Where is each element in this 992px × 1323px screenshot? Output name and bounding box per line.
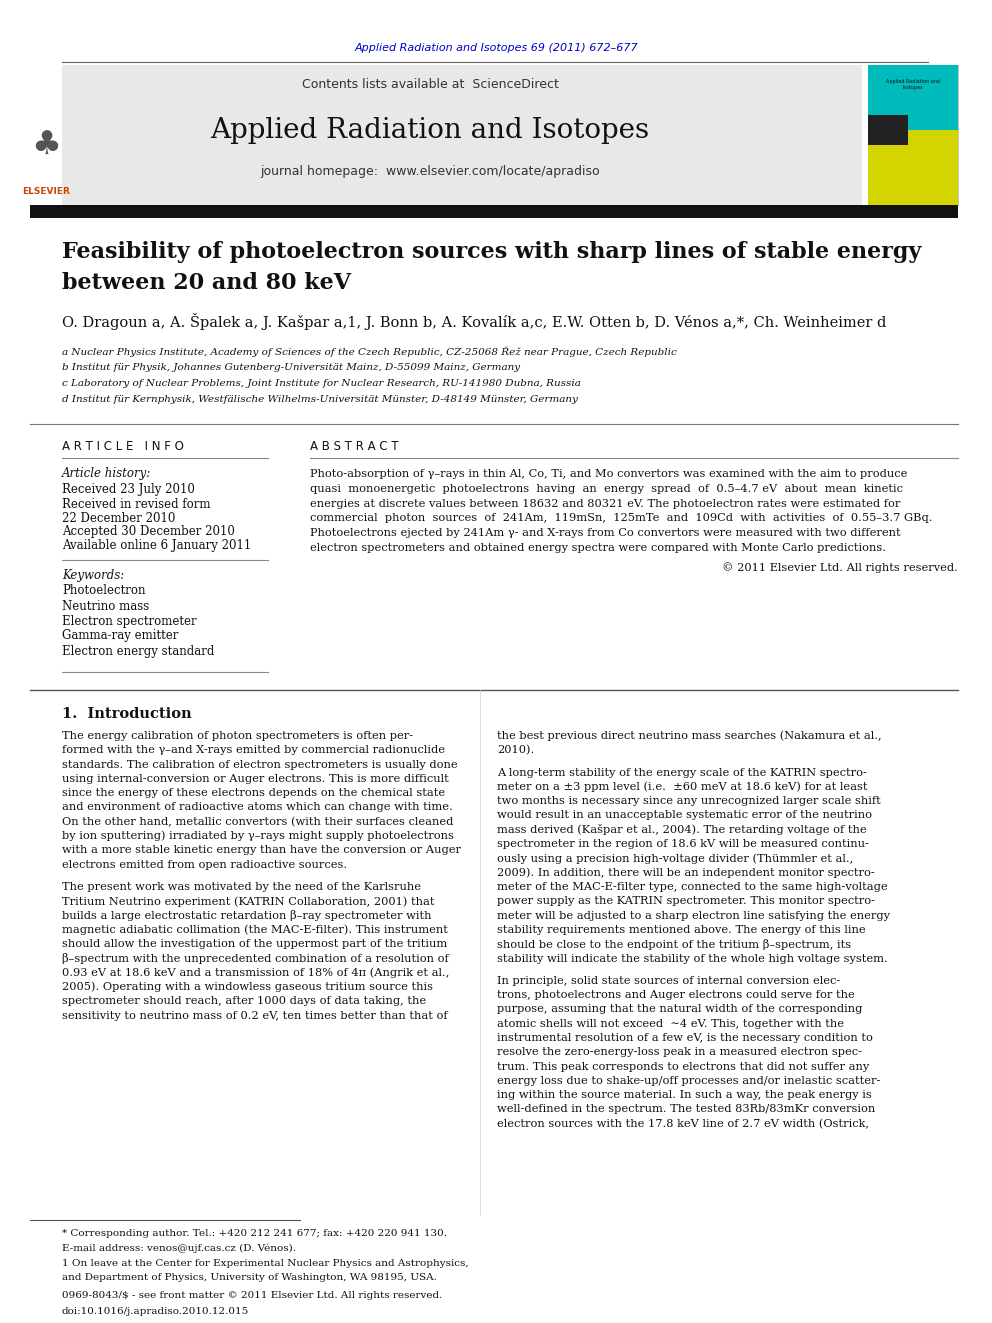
Text: Applied Radiation and: Applied Radiation and [886, 79, 940, 85]
Text: d Institut für Kernphysik, Westfälische Wilhelms-Universität Münster, D-48149 Mü: d Institut für Kernphysik, Westfälische … [62, 396, 578, 405]
Text: ♣: ♣ [31, 128, 61, 161]
Text: electron spectrometers and obtained energy spectra were compared with Monte Carl: electron spectrometers and obtained ener… [310, 542, 886, 553]
Text: Feasibility of photoelectron sources with sharp lines of stable energy: Feasibility of photoelectron sources wit… [62, 241, 922, 263]
Text: journal homepage:  www.elsevier.com/locate/apradiso: journal homepage: www.elsevier.com/locat… [260, 165, 600, 179]
Text: Tritium Neutrino experiment (KATRIN Collaboration, 2001) that: Tritium Neutrino experiment (KATRIN Coll… [62, 896, 434, 906]
Text: A R T I C L E   I N F O: A R T I C L E I N F O [62, 441, 184, 454]
Text: trons, photoelectrons and Auger electrons could serve for the: trons, photoelectrons and Auger electron… [497, 990, 855, 1000]
Text: Gamma-ray emitter: Gamma-ray emitter [62, 630, 179, 643]
Text: 22 December 2010: 22 December 2010 [62, 512, 176, 524]
Text: Neutrino mass: Neutrino mass [62, 599, 149, 613]
Text: formed with the γ–and X-rays emitted by commercial radionuclide: formed with the γ–and X-rays emitted by … [62, 745, 445, 755]
Text: b Institut für Physik, Johannes Gutenberg-Universität Mainz, D-55099 Mainz, Germ: b Institut für Physik, Johannes Gutenber… [62, 364, 520, 373]
Text: spectrometer should reach, after 1000 days of data taking, the: spectrometer should reach, after 1000 da… [62, 996, 427, 1007]
Text: quasi  monoenergetic  photoelectrons  having  an  energy  spread  of  0.5–4.7 eV: quasi monoenergetic photoelectrons havin… [310, 484, 903, 493]
Text: should allow the investigation of the uppermost part of the tritium: should allow the investigation of the up… [62, 939, 447, 949]
Text: a Nuclear Physics Institute, Academy of Sciences of the Czech Republic, CZ-25068: a Nuclear Physics Institute, Academy of … [62, 347, 677, 357]
Text: Photo-absorption of γ–rays in thin Al, Co, Ti, and Mo convertors was examined wi: Photo-absorption of γ–rays in thin Al, C… [310, 468, 908, 479]
Text: The present work was motivated by the need of the Karlsruhe: The present work was motivated by the ne… [62, 882, 421, 892]
Text: 2005). Operating with a windowless gaseous tritium source this: 2005). Operating with a windowless gaseo… [62, 982, 433, 992]
Text: and environment of radioactive atoms which can change with time.: and environment of radioactive atoms whi… [62, 803, 452, 812]
Text: spectrometer in the region of 18.6 kV will be measured continu-: spectrometer in the region of 18.6 kV wi… [497, 839, 869, 849]
Text: Photoelectron: Photoelectron [62, 585, 146, 598]
Text: Received 23 July 2010: Received 23 July 2010 [62, 483, 194, 496]
Text: stability will indicate the stability of the whole high voltage system.: stability will indicate the stability of… [497, 954, 888, 963]
Text: 0969-8043/$ - see front matter © 2011 Elsevier Ltd. All rights reserved.: 0969-8043/$ - see front matter © 2011 El… [62, 1291, 442, 1301]
Bar [868, 115, 908, 146]
Text: O. Dragoun a, A. Špalek a, J. Kašpar a,1, J. Bonn b, A. Kovalík a,c, E.W. Otten : O. Dragoun a, A. Špalek a, J. Kašpar a,1… [62, 314, 887, 331]
Text: well-defined in the spectrum. The tested 83Rb/83mKr conversion: well-defined in the spectrum. The tested… [497, 1105, 875, 1114]
Text: Received in revised form: Received in revised form [62, 497, 210, 511]
Text: c Laboratory of Nuclear Problems, Joint Institute for Nuclear Research, RU-14198: c Laboratory of Nuclear Problems, Joint … [62, 380, 581, 389]
Text: In principle, solid state sources of internal conversion elec-: In principle, solid state sources of int… [497, 976, 840, 986]
Text: 0.93 eV at 18.6 keV and a transmission of 18% of 4π (Angrik et al.,: 0.93 eV at 18.6 keV and a transmission o… [62, 967, 449, 978]
Bar [868, 65, 958, 130]
Text: Available online 6 January 2011: Available online 6 January 2011 [62, 540, 251, 553]
Text: 1.  Introduction: 1. Introduction [62, 706, 191, 721]
Text: Electron energy standard: Electron energy standard [62, 644, 214, 658]
Text: atomic shells will not exceed  ∼4 eV. This, together with the: atomic shells will not exceed ∼4 eV. Thi… [497, 1019, 844, 1029]
Text: 2009). In addition, there will be an independent monitor spectro-: 2009). In addition, there will be an ind… [497, 868, 875, 878]
Text: electron sources with the 17.8 keV line of 2.7 eV width (Ostrick,: electron sources with the 17.8 keV line … [497, 1119, 869, 1129]
Text: and Department of Physics, University of Washington, WA 98195, USA.: and Department of Physics, University of… [62, 1274, 436, 1282]
Text: The energy calibration of photon spectrometers is often per-: The energy calibration of photon spectro… [62, 732, 413, 741]
Bar [30, 65, 62, 205]
Text: power supply as the KATRIN spectrometer. This monitor spectro-: power supply as the KATRIN spectrometer.… [497, 896, 875, 906]
Text: energies at discrete values between 18632 and 80321 eV. The photoelectron rates : energies at discrete values between 1863… [310, 499, 901, 508]
Text: Accepted 30 December 2010: Accepted 30 December 2010 [62, 525, 235, 538]
Text: with a more stable kinetic energy than have the conversion or Auger: with a more stable kinetic energy than h… [62, 845, 461, 856]
Text: stability requirements mentioned above. The energy of this line: stability requirements mentioned above. … [497, 925, 866, 935]
Text: mass derived (Kašpar et al., 2004). The retarding voltage of the: mass derived (Kašpar et al., 2004). The … [497, 824, 867, 835]
Text: purpose, assuming that the natural width of the corresponding: purpose, assuming that the natural width… [497, 1004, 862, 1015]
Text: meter will be adjusted to a sharp electron line satisfying the energy: meter will be adjusted to a sharp electr… [497, 910, 890, 921]
Text: 1 On leave at the Center for Experimental Nuclear Physics and Astrophysics,: 1 On leave at the Center for Experimenta… [62, 1258, 468, 1267]
Text: Isotopes: Isotopes [903, 86, 924, 90]
Text: magnetic adiabatic collimation (the MAC-E-filter). This instrument: magnetic adiabatic collimation (the MAC-… [62, 925, 447, 935]
Text: On the other hand, metallic convertors (with their surfaces cleaned: On the other hand, metallic convertors (… [62, 816, 453, 827]
Text: standards. The calibration of electron spectrometers is usually done: standards. The calibration of electron s… [62, 759, 457, 770]
Text: β–spectrum with the unprecedented combination of a resolution of: β–spectrum with the unprecedented combin… [62, 953, 448, 964]
Text: sensitivity to neutrino mass of 0.2 eV, ten times better than that of: sensitivity to neutrino mass of 0.2 eV, … [62, 1011, 447, 1021]
Text: Article history:: Article history: [62, 467, 151, 480]
Text: E-mail address: venos@ujf.cas.cz (D. Vénos).: E-mail address: venos@ujf.cas.cz (D. Vén… [62, 1244, 296, 1253]
Text: using internal-conversion or Auger electrons. This is more difficult: using internal-conversion or Auger elect… [62, 774, 448, 785]
Text: ously using a precision high-voltage divider (Thümmler et al.,: ously using a precision high-voltage div… [497, 853, 853, 864]
Text: two months is necessary since any unrecognized larger scale shift: two months is necessary since any unreco… [497, 796, 881, 806]
Text: A B S T R A C T: A B S T R A C T [310, 441, 399, 454]
Text: energy loss due to shake-up/off processes and/or inelastic scatter-: energy loss due to shake-up/off processe… [497, 1076, 880, 1086]
Text: Applied Radiation and Isotopes 69 (2011) 672–677: Applied Radiation and Isotopes 69 (2011)… [354, 44, 638, 53]
Bar [868, 65, 958, 205]
Text: ELSEVIER: ELSEVIER [22, 188, 70, 197]
Text: commercial  photon  sources  of  241Am,  119mSn,  125mTe  and  109Cd  with  acti: commercial photon sources of 241Am, 119m… [310, 513, 932, 524]
Text: Electron spectrometer: Electron spectrometer [62, 614, 196, 627]
Text: instrumental resolution of a few eV, is the necessary condition to: instrumental resolution of a few eV, is … [497, 1033, 873, 1043]
Text: trum. This peak corresponds to electrons that did not suffer any: trum. This peak corresponds to electrons… [497, 1061, 869, 1072]
Text: * Corresponding author. Tel.: +420 212 241 677; fax: +420 220 941 130.: * Corresponding author. Tel.: +420 212 2… [62, 1229, 447, 1237]
Text: would result in an unacceptable systematic error of the neutrino: would result in an unacceptable systemat… [497, 811, 872, 820]
Text: Photoelectrons ejected by 241Am γ- and X-rays from Co convertors were measured w: Photoelectrons ejected by 241Am γ- and X… [310, 528, 901, 538]
Text: by ion sputtering) irradiated by γ–rays might supply photoelectrons: by ion sputtering) irradiated by γ–rays … [62, 831, 454, 841]
Text: should be close to the endpoint of the tritium β–spectrum, its: should be close to the endpoint of the t… [497, 939, 851, 950]
Text: © 2011 Elsevier Ltd. All rights reserved.: © 2011 Elsevier Ltd. All rights reserved… [722, 562, 958, 573]
Text: 2010).: 2010). [497, 745, 535, 755]
Text: ing within the source material. In such a way, the peak energy is: ing within the source material. In such … [497, 1090, 872, 1101]
Text: Contents lists available at  ScienceDirect: Contents lists available at ScienceDirec… [302, 78, 558, 90]
Text: electrons emitted from open radioactive sources.: electrons emitted from open radioactive … [62, 860, 347, 869]
Text: Applied Radiation and Isotopes: Applied Radiation and Isotopes [210, 116, 650, 143]
Text: builds a large electrostatic retardation β–ray spectrometer with: builds a large electrostatic retardation… [62, 910, 432, 921]
Text: since the energy of these electrons depends on the chemical state: since the energy of these electrons depe… [62, 789, 445, 798]
Text: A long-term stability of the energy scale of the KATRIN spectro-: A long-term stability of the energy scal… [497, 767, 867, 778]
Text: meter of the MAC-E-filter type, connected to the same high-voltage: meter of the MAC-E-filter type, connecte… [497, 882, 888, 892]
Text: resolve the zero-energy-loss peak in a measured electron spec-: resolve the zero-energy-loss peak in a m… [497, 1048, 862, 1057]
Text: doi:10.1016/j.apradiso.2010.12.015: doi:10.1016/j.apradiso.2010.12.015 [62, 1307, 249, 1315]
Text: Keywords:: Keywords: [62, 569, 124, 582]
Bar [62, 65, 862, 205]
Text: the best previous direct neutrino mass searches (Nakamura et al.,: the best previous direct neutrino mass s… [497, 730, 882, 741]
Bar [30, 205, 958, 218]
Text: meter on a ±3 ppm level (i.e.  ±60 meV at 18.6 keV) for at least: meter on a ±3 ppm level (i.e. ±60 meV at… [497, 782, 867, 792]
Bar [868, 130, 958, 205]
Text: between 20 and 80 keV: between 20 and 80 keV [62, 273, 351, 294]
